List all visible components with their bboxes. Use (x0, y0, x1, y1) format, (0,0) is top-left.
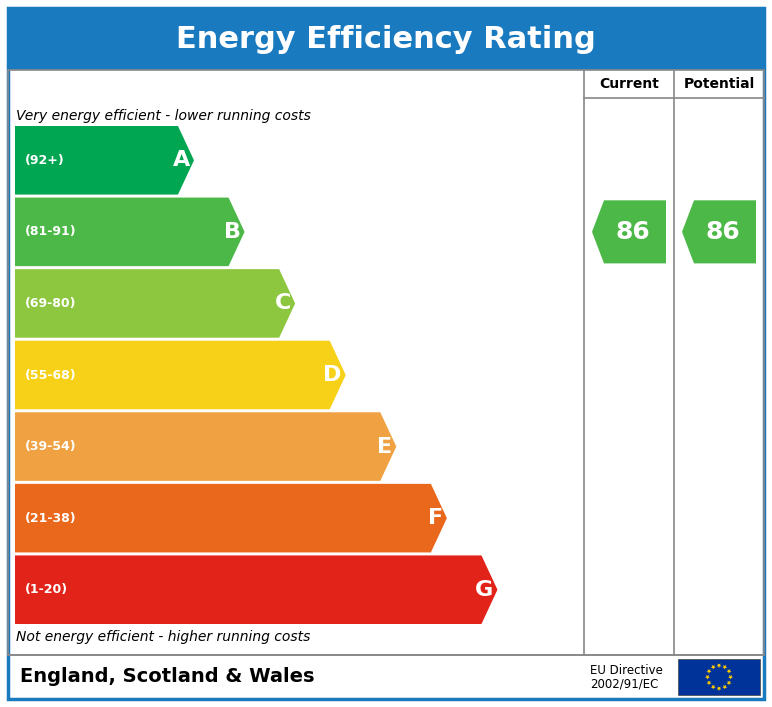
Text: Potential: Potential (683, 77, 754, 91)
Polygon shape (723, 685, 727, 689)
Text: (1-20): (1-20) (25, 583, 68, 596)
Text: 2002/91/EC: 2002/91/EC (590, 677, 659, 691)
Polygon shape (682, 200, 756, 264)
Text: (21-38): (21-38) (25, 512, 76, 525)
Polygon shape (726, 670, 731, 674)
Text: (81-91): (81-91) (25, 226, 76, 238)
Polygon shape (716, 663, 721, 668)
Polygon shape (15, 341, 346, 409)
Polygon shape (723, 665, 727, 670)
Text: (39-54): (39-54) (25, 440, 76, 453)
Polygon shape (15, 412, 396, 481)
Text: Current: Current (599, 77, 659, 91)
Polygon shape (15, 484, 447, 552)
Text: Energy Efficiency Rating: Energy Efficiency Rating (176, 25, 596, 54)
Text: EU Directive: EU Directive (590, 663, 663, 677)
Polygon shape (15, 126, 194, 194)
Bar (8, 70, 764, 655)
Text: England, Scotland & Wales: England, Scotland & Wales (20, 667, 314, 686)
Text: 86: 86 (706, 220, 740, 244)
Text: (55-68): (55-68) (25, 368, 76, 382)
Polygon shape (728, 675, 733, 679)
Polygon shape (726, 681, 731, 685)
Text: (92+): (92+) (25, 154, 65, 167)
Polygon shape (706, 681, 712, 685)
Polygon shape (711, 665, 716, 670)
Polygon shape (706, 670, 712, 674)
Polygon shape (15, 197, 245, 266)
Polygon shape (15, 269, 295, 338)
Text: Not energy efficient - higher running costs: Not energy efficient - higher running co… (16, 630, 310, 644)
Polygon shape (705, 675, 710, 679)
Text: G: G (476, 580, 493, 600)
Text: 86: 86 (615, 220, 650, 244)
Text: E: E (378, 436, 392, 457)
Polygon shape (711, 685, 716, 689)
Text: B: B (224, 222, 241, 242)
Text: A: A (173, 151, 190, 170)
Polygon shape (15, 556, 497, 624)
Bar (678, 659, 760, 695)
Text: C: C (275, 293, 291, 313)
Text: F: F (428, 508, 443, 528)
Polygon shape (716, 686, 721, 691)
Bar (8, 8, 764, 70)
Text: Very energy efficient - lower running costs: Very energy efficient - lower running co… (16, 109, 311, 123)
Text: D: D (323, 365, 342, 385)
Polygon shape (592, 200, 666, 264)
Text: (69-80): (69-80) (25, 297, 76, 310)
